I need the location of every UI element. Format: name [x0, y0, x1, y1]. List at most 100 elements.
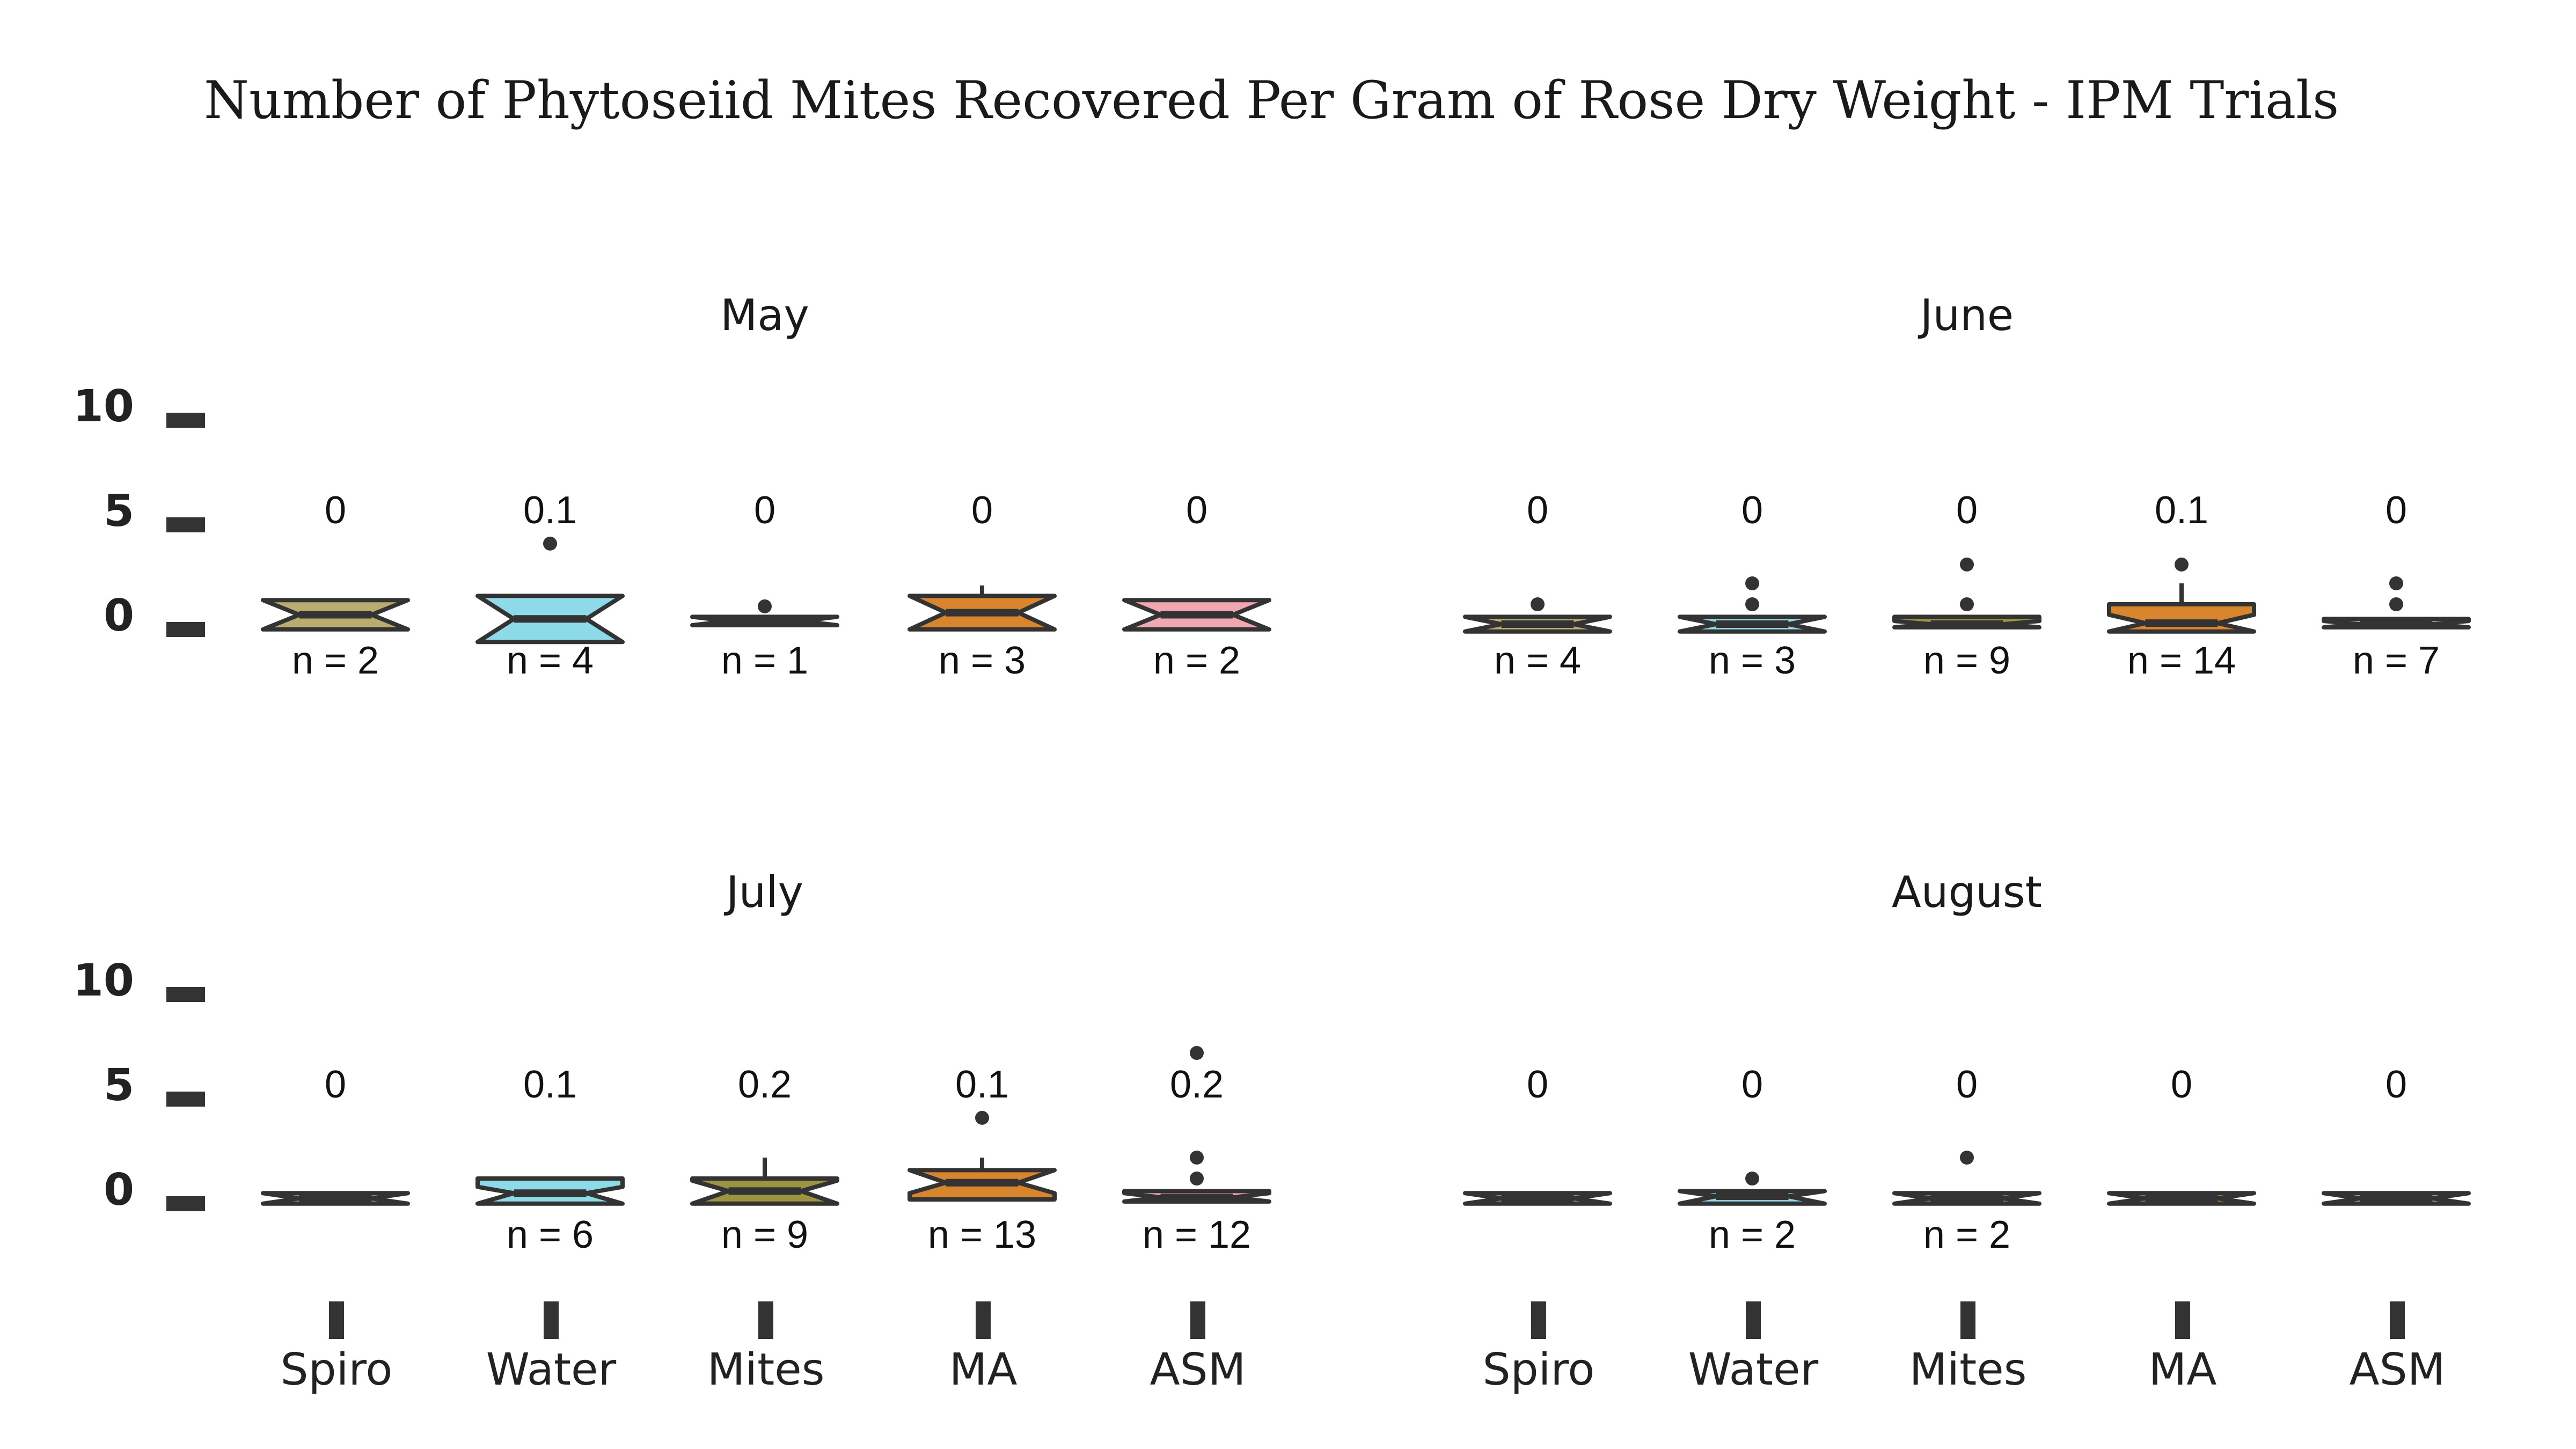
n-label: n = 14 — [2127, 639, 2236, 682]
outlier-point — [2389, 576, 2403, 590]
n-label: n = 9 — [721, 1213, 808, 1256]
outlier-point — [1960, 1151, 1974, 1165]
x-tick-label: ASM — [1150, 1344, 1246, 1395]
y-tick-mark — [166, 1092, 205, 1107]
x-tick-mark — [1531, 1301, 1546, 1339]
box-asm: 0 n = 7 — [2322, 489, 2471, 682]
mean-label: 0 — [1956, 1063, 1978, 1106]
x-tick-mark — [1746, 1301, 1761, 1339]
y-tick-mark — [166, 517, 205, 532]
box-spiro: 0 — [261, 1063, 410, 1206]
x-tick-label: MA — [2149, 1344, 2217, 1395]
x-tick-label: Water — [1688, 1344, 1819, 1395]
y-tick-mark — [166, 987, 205, 1002]
outlier-point — [1745, 597, 1759, 611]
n-label: n = 2 — [292, 639, 379, 682]
box-asm: 0 — [2322, 1063, 2471, 1206]
mean-label: 0 — [2385, 489, 2407, 532]
y-tick-mark — [166, 622, 205, 637]
outlier-point — [1745, 576, 1759, 590]
box-mites: 0 n = 2 — [1892, 1063, 2041, 1256]
n-label: n = 4 — [1494, 639, 1581, 682]
outlier-point — [1960, 557, 1974, 572]
box-ma: 0 — [2107, 1063, 2256, 1206]
x-tick-label: Mites — [707, 1344, 825, 1395]
n-label: n = 3 — [1709, 639, 1796, 682]
x-tick-mark — [2175, 1301, 2190, 1339]
outlier-point — [2175, 557, 2189, 572]
outlier-point — [2389, 597, 2403, 611]
y-tick-label: 0 — [104, 590, 134, 641]
n-label: n = 2 — [1709, 1213, 1796, 1256]
mean-label: 0.1 — [955, 1063, 1009, 1106]
box-water: 0 n = 3 — [1678, 489, 1827, 682]
box-spiro: 0 n = 4 — [1463, 489, 1612, 682]
mean-label: 0.1 — [523, 489, 577, 532]
x-tick-label: Water — [486, 1344, 617, 1395]
panel-title: May — [720, 290, 809, 340]
x-tick-mark — [1190, 1301, 1205, 1339]
x-tick-label: Spiro — [281, 1344, 393, 1395]
box-body — [2107, 602, 2256, 634]
mean-label: 0 — [325, 489, 346, 532]
n-label: n = 1 — [721, 639, 808, 682]
y-tick-mark — [166, 1196, 205, 1211]
box-spiro: 0 n = 2 — [261, 489, 410, 682]
box-water: 0.1 n = 6 — [475, 1063, 625, 1256]
x-tick-mark — [758, 1301, 773, 1339]
n-label: n = 2 — [1923, 1213, 2010, 1256]
mean-label: 0 — [1527, 489, 1548, 532]
panel-title: June — [1918, 290, 2014, 340]
outlier-point — [1745, 1172, 1759, 1185]
y-tick-label: 10 — [73, 381, 134, 432]
outlier-point — [1190, 1172, 1204, 1185]
mean-label: 0 — [2171, 1063, 2192, 1106]
panel-title: July — [723, 867, 803, 917]
x-tick-label: ASM — [2350, 1344, 2446, 1395]
mean-label: 0 — [1741, 489, 1763, 532]
n-label: n = 7 — [2353, 639, 2440, 682]
box-asm: 0.2 n = 12 — [1122, 1046, 1271, 1256]
x-tick-mark — [976, 1301, 991, 1339]
mean-label: 0 — [1527, 1063, 1548, 1106]
box-spiro: 0 — [1463, 1063, 1612, 1206]
mean-label: 0.2 — [738, 1063, 792, 1106]
box-ma: 0.1 n = 14 — [2107, 489, 2256, 682]
box-mites: 0 n = 9 — [1892, 489, 2041, 682]
x-tick-mark — [329, 1301, 344, 1339]
n-label: n = 2 — [1153, 639, 1240, 682]
panel-june: June 0 n = 4 0 n = 3 0 n = 9 0.1 n = 14 0 n = 7 — [1463, 290, 2471, 682]
mean-label: 0.1 — [2155, 489, 2208, 532]
chart-title: Number of Phytoseiid Mites Recovered Per… — [204, 70, 2339, 130]
box-water: 0.1 n = 4 — [475, 489, 625, 682]
outlier-point — [758, 599, 772, 613]
outlier-point — [1531, 597, 1545, 611]
y-tick-label: 5 — [104, 486, 134, 537]
panel-may: May 0 5 10 0 n = 2 0.1 n = 4 0 n = 1 0 n = 3 0 n = 2 — [73, 290, 1271, 682]
mean-label: 0 — [1741, 1063, 1763, 1106]
x-tick-label: Mites — [1909, 1344, 2027, 1395]
box-ma: 0.1 n = 13 — [908, 1063, 1057, 1256]
y-tick-label: 5 — [104, 1060, 134, 1111]
n-label: n = 12 — [1143, 1213, 1251, 1256]
mean-label: 0.1 — [523, 1063, 577, 1106]
mean-label: 0 — [754, 489, 775, 532]
x-tick-mark — [2390, 1301, 2405, 1339]
n-label: n = 4 — [507, 639, 594, 682]
panel-july: July 0 5 10 Spiro Water Mites MA ASM 0 0.1 n = 6 0.2… — [73, 867, 1271, 1395]
box-ma: 0 n = 3 — [908, 489, 1057, 682]
n-label: n = 13 — [928, 1213, 1036, 1256]
y-tick-label: 0 — [104, 1165, 134, 1216]
outlier-point — [1960, 597, 1974, 611]
facet-panels: May 0 5 10 0 n = 2 0.1 n = 4 0 n = 1 0 n = 3 0 n = 2 J… — [73, 290, 2471, 1395]
box-water: 0 n = 2 — [1678, 1063, 1827, 1256]
x-tick-label: MA — [949, 1344, 1018, 1395]
mean-label: 0.2 — [1170, 1063, 1224, 1106]
mean-label: 0 — [1186, 489, 1208, 532]
box-mites: 0.2 n = 9 — [690, 1063, 839, 1256]
outlier-point — [1190, 1046, 1204, 1060]
box-asm: 0 n = 2 — [1122, 489, 1271, 682]
y-tick-mark — [166, 413, 205, 428]
